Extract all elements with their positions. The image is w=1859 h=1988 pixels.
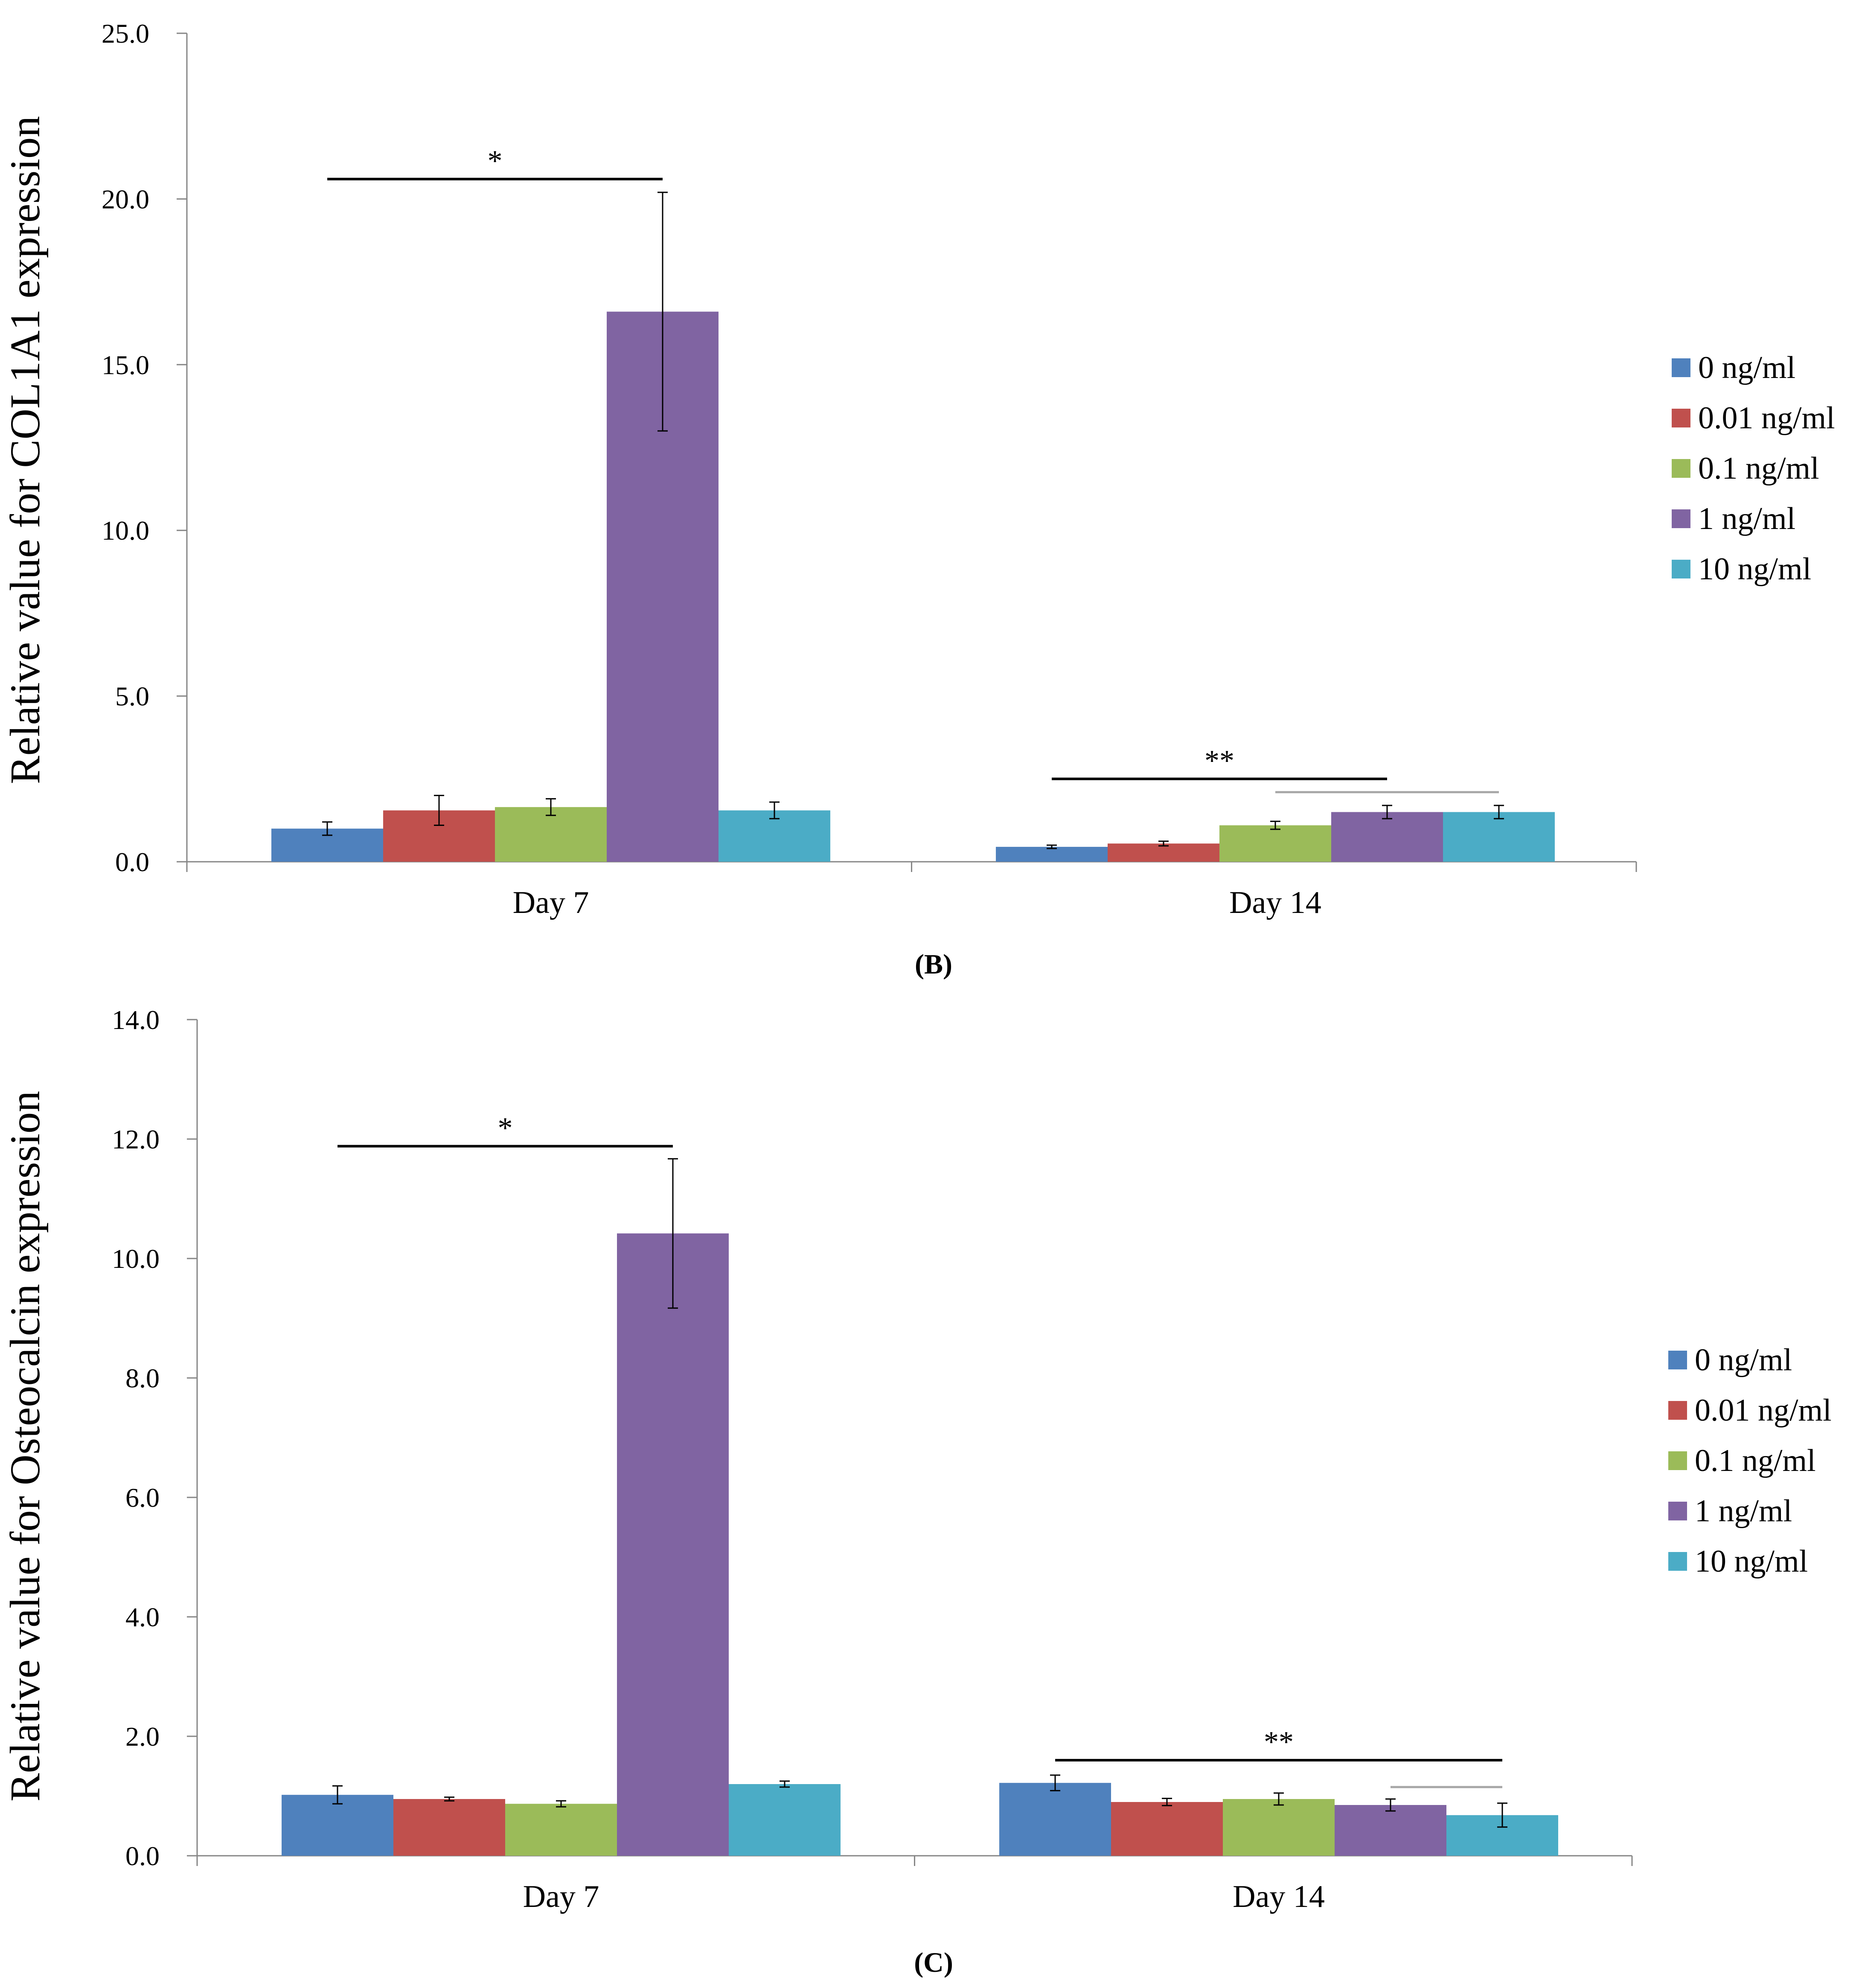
bar	[1219, 825, 1331, 862]
panel-label: (C)	[914, 1947, 953, 1978]
legend-label: 0.01 ng/ml	[1695, 1393, 1832, 1428]
legend-swatch	[1672, 560, 1690, 578]
legend-label: 1 ng/ml	[1695, 1494, 1792, 1529]
y-tick-label: 0.0	[115, 847, 149, 877]
bar	[495, 807, 607, 862]
legend-label: 0.1 ng/ml	[1698, 451, 1819, 486]
legend-label: 10 ng/ml	[1698, 552, 1811, 587]
y-tick-label: 12.0	[112, 1124, 160, 1154]
legend-swatch	[1668, 1401, 1687, 1420]
legend-swatch	[1672, 358, 1690, 377]
legend-swatch	[1668, 1351, 1687, 1369]
chart-panel-b: Relative value for COL1A1 expression (B)…	[1, 18, 1835, 980]
legend-swatch	[1668, 1552, 1687, 1571]
legend-label: 0 ng/ml	[1698, 350, 1795, 385]
bar	[999, 1783, 1111, 1856]
bar	[1111, 1802, 1223, 1856]
y-tick-label: 10.0	[112, 1244, 160, 1274]
y-axis-label: Relative value for Osteocalcin expressio…	[1, 1091, 49, 1802]
x-category-label: Day 7	[513, 885, 589, 920]
legend-swatch	[1672, 409, 1690, 427]
y-tick-label: 4.0	[125, 1602, 160, 1632]
legend-swatch	[1668, 1451, 1687, 1470]
bar	[1108, 843, 1219, 862]
significance-label: **	[1204, 744, 1234, 777]
bar	[617, 1233, 729, 1856]
legend-swatch	[1668, 1502, 1687, 1520]
y-tick-label: 5.0	[115, 681, 149, 712]
bar	[505, 1804, 617, 1856]
significance-label: **	[1264, 1726, 1294, 1758]
y-tick-label: 20.0	[102, 184, 149, 214]
y-tick-label: 0.0	[125, 1841, 160, 1871]
y-tick-label: 14.0	[112, 1005, 160, 1035]
legend-label: 1 ng/ml	[1698, 501, 1795, 536]
x-category-label: Day 14	[1229, 885, 1321, 920]
y-tick-label: 10.0	[102, 515, 149, 546]
y-tick-label: 6.0	[125, 1482, 160, 1513]
bar	[1335, 1805, 1446, 1856]
x-category-label: Day 7	[523, 1879, 599, 1914]
x-category-label: Day 14	[1233, 1879, 1325, 1914]
significance-label: *	[498, 1112, 513, 1145]
bar	[393, 1799, 505, 1856]
legend-swatch	[1672, 509, 1690, 528]
y-axis-label: Relative value for COL1A1 expression	[1, 116, 49, 784]
bar	[1443, 812, 1555, 862]
y-tick-label: 2.0	[125, 1721, 160, 1752]
bar	[282, 1795, 393, 1856]
legend-label: 0.01 ng/ml	[1698, 401, 1835, 436]
legend-label: 0 ng/ml	[1695, 1343, 1792, 1378]
y-tick-label: 8.0	[125, 1363, 160, 1393]
bar	[729, 1784, 841, 1856]
chart-panel-c: Relative value for Osteocalcin expressio…	[1, 1005, 1832, 1978]
panel-label: (B)	[915, 949, 952, 980]
bar	[1223, 1799, 1335, 1856]
bar	[996, 847, 1108, 862]
legend-label: 0.1 ng/ml	[1695, 1443, 1816, 1478]
bar	[1331, 812, 1443, 862]
significance-label: *	[488, 145, 503, 177]
y-tick-label: 25.0	[102, 18, 149, 49]
legend-label: 10 ng/ml	[1695, 1544, 1808, 1579]
y-tick-label: 15.0	[102, 350, 149, 380]
legend-swatch	[1672, 459, 1690, 478]
